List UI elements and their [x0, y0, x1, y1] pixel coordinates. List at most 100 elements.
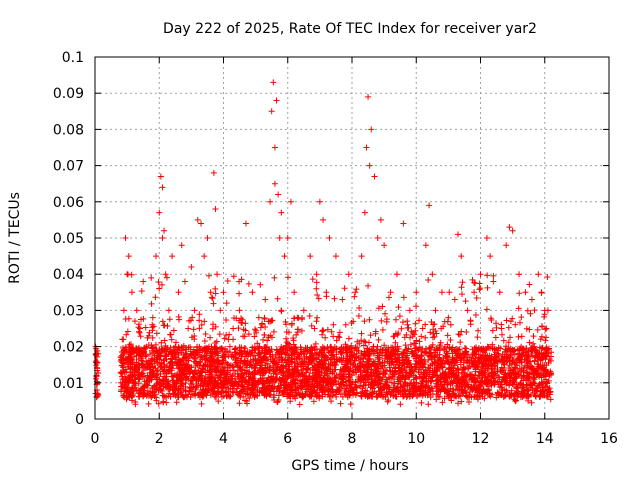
data-point — [202, 363, 209, 370]
data-point — [362, 391, 369, 398]
data-point — [273, 375, 280, 382]
data-point — [205, 272, 212, 279]
data-point — [346, 371, 353, 378]
data-point — [402, 353, 409, 360]
grid — [95, 57, 609, 419]
data-point — [259, 359, 266, 366]
data-point — [138, 385, 145, 392]
data-point — [429, 271, 436, 278]
data-point — [515, 356, 522, 363]
data-point — [422, 379, 429, 386]
data-point — [137, 333, 144, 340]
data-point — [191, 336, 198, 343]
data-point — [472, 387, 479, 394]
data-point — [139, 373, 146, 380]
data-point — [314, 292, 321, 299]
data-point — [303, 369, 310, 376]
data-point — [314, 360, 321, 367]
data-point — [273, 361, 280, 368]
data-point — [398, 325, 405, 332]
data-point — [357, 368, 364, 375]
data-point — [318, 350, 325, 357]
data-point — [167, 364, 174, 371]
data-point — [230, 325, 237, 332]
data-point — [379, 326, 386, 333]
data-point — [201, 337, 208, 344]
data-point — [298, 384, 305, 391]
data-point — [413, 303, 420, 310]
data-point — [476, 280, 483, 287]
data-point — [123, 357, 130, 364]
y-tick-label: 0.08 — [53, 122, 84, 138]
data-point — [523, 382, 530, 389]
data-point — [258, 366, 265, 373]
data-point — [120, 307, 127, 314]
data-point — [311, 366, 318, 373]
data-point — [211, 349, 218, 356]
data-point — [455, 392, 462, 399]
data-point — [119, 363, 126, 370]
data-point — [345, 366, 352, 373]
data-point — [172, 386, 179, 393]
data-point — [142, 324, 149, 331]
y-tick-label: 0.04 — [53, 267, 84, 283]
y-ticks: 0 0.01 0.02 0.03 0.04 0.05 0.06 0.07 0.08 0.09 0.1 — [53, 50, 609, 428]
data-point — [446, 289, 453, 296]
data-point — [242, 397, 249, 404]
data-point — [449, 380, 456, 387]
data-point — [153, 330, 160, 337]
data-point — [245, 280, 252, 287]
data-point — [358, 253, 365, 260]
data-point — [272, 366, 279, 373]
data-point — [523, 325, 530, 332]
data-point — [478, 389, 485, 396]
data-point — [136, 351, 143, 358]
data-point — [267, 348, 274, 355]
y-axis-label: ROTI / TECUs — [7, 192, 23, 284]
data-point — [164, 323, 171, 330]
data-point — [345, 368, 352, 375]
data-point — [434, 377, 441, 384]
data-point — [209, 362, 216, 369]
data-point — [129, 356, 136, 363]
data-point — [131, 361, 138, 368]
data-point — [299, 370, 306, 377]
data-point — [351, 364, 358, 371]
data-point — [122, 235, 129, 241]
data-point — [212, 345, 219, 352]
data-point — [492, 363, 499, 370]
data-point — [486, 355, 493, 362]
data-point — [444, 353, 451, 360]
data-point — [347, 356, 354, 363]
data-point — [364, 366, 371, 373]
data-point — [189, 314, 196, 321]
data-point — [159, 235, 166, 241]
data-point — [361, 374, 368, 381]
data-point — [264, 337, 271, 344]
data-point — [296, 401, 303, 408]
data-point — [196, 311, 203, 318]
data-point — [278, 307, 285, 314]
data-point — [410, 384, 417, 391]
data-point — [196, 317, 203, 324]
data-point — [177, 377, 184, 384]
data-point — [194, 380, 201, 387]
data-point — [125, 253, 132, 260]
data-point — [363, 369, 370, 376]
data-point — [437, 339, 444, 346]
data-point — [144, 382, 151, 389]
y-tick-label: 0.07 — [53, 159, 84, 175]
data-point — [515, 390, 522, 397]
data-point — [480, 386, 487, 393]
data-point — [288, 346, 295, 353]
data-point — [448, 397, 455, 404]
data-point — [375, 305, 382, 312]
data-point — [140, 315, 147, 322]
data-point — [223, 349, 230, 356]
data-point — [144, 334, 151, 341]
data-point — [261, 380, 268, 387]
data-point — [283, 339, 290, 346]
data-point — [197, 382, 204, 389]
data-point — [181, 278, 188, 285]
data-point — [458, 253, 465, 260]
